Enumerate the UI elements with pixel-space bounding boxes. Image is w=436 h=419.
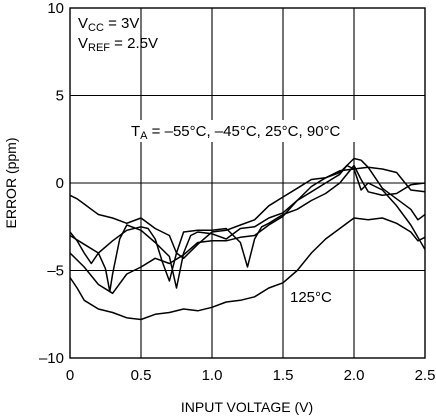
tick-labels: 0 0.5 1.0 1.5 2.0 2.5 10 5 0 –5 –10 — [39, 0, 435, 384]
t125-annotation: 125°C — [290, 289, 332, 306]
x-tick-label: 0.5 — [131, 367, 152, 384]
ta-annotation: TA = –55°C, –45°C, 25°C, 90°C — [131, 123, 341, 142]
ta-annotation-background — [129, 120, 365, 142]
y-tick-label: 5 — [56, 88, 64, 105]
y-tick-label: 0 — [56, 175, 64, 192]
x-tick-label: 2.5 — [415, 367, 436, 384]
vcc-annotation: VCC = 3V — [78, 15, 139, 34]
series-line-2 — [69, 157, 426, 260]
plot-frame — [69, 7, 426, 359]
series-line-4 — [69, 166, 426, 295]
x-tick-label: 1.5 — [273, 367, 294, 384]
x-tick-label: 0 — [66, 367, 74, 384]
grid-lines — [70, 8, 425, 358]
y-tick-label: –10 — [39, 350, 64, 367]
x-axis-title: INPUT VOLTAGE (V) — [181, 399, 313, 415]
x-tick-label: 1.0 — [202, 367, 223, 384]
x-tick-label: 2.0 — [344, 367, 365, 384]
series-line-1 — [69, 164, 426, 293]
t125-annotation-background — [288, 287, 338, 307]
vref-annotation: VREF = 2.5V — [78, 35, 158, 54]
y-axis-title: ERROR (ppm) — [3, 137, 19, 228]
series-line-5 — [69, 217, 426, 321]
series-line-3 — [69, 164, 426, 282]
y-tick-label: –5 — [47, 263, 64, 280]
y-tick-label: 10 — [47, 0, 64, 17]
series-lines — [69, 157, 426, 321]
